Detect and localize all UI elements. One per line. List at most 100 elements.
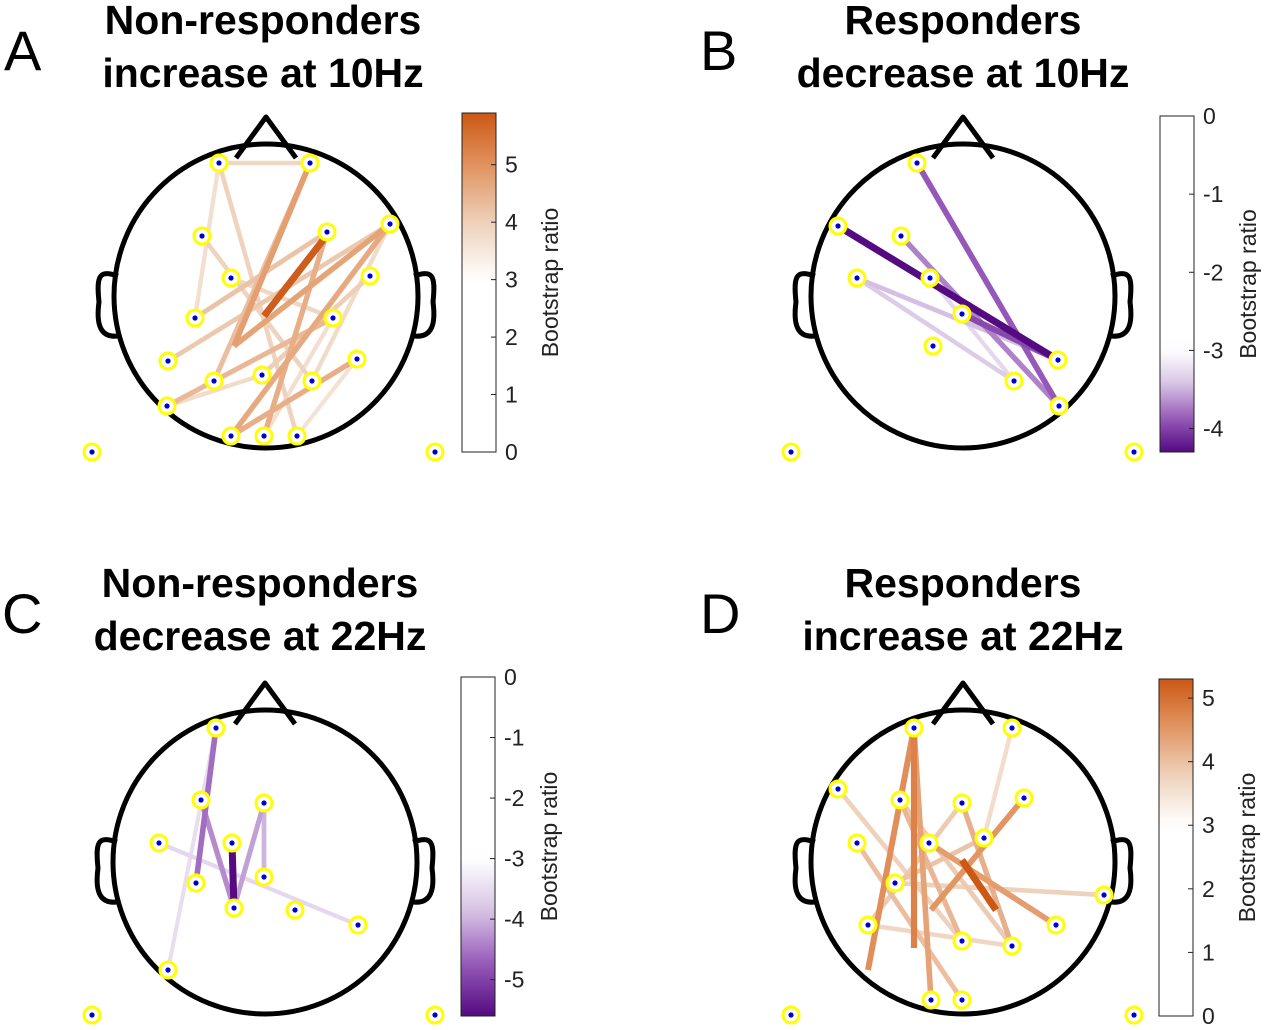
electrode-dot: [261, 874, 267, 880]
connection-line: [914, 161, 1062, 408]
colorbar-tick-label: -4: [504, 906, 525, 932]
electrode-dot: [89, 449, 95, 455]
electrode-dot: [1009, 725, 1015, 731]
electrode-dot: [367, 273, 373, 279]
colorbar-tick-label: 4: [1202, 749, 1215, 775]
electrode-dot: [354, 356, 360, 362]
colorbar-tick-label: 3: [505, 267, 518, 293]
connection-line: [166, 372, 263, 409]
head-outline: [808, 707, 1118, 1017]
electrode-dot: [1009, 943, 1015, 949]
electrode-dot: [165, 358, 171, 364]
electrode-dot: [192, 315, 198, 321]
electrode-dot: [911, 725, 917, 731]
connection-line: [216, 162, 300, 437]
electrode-dot: [835, 223, 841, 229]
panel-letter: A: [4, 19, 42, 82]
electrode-dot: [1131, 449, 1137, 455]
nose: [233, 114, 299, 160]
colorbar-tick-label: 5: [1202, 685, 1215, 711]
colorbar-tick-label: 0: [1202, 1003, 1215, 1029]
electrode-dot: [1011, 378, 1017, 384]
panel-letter: C: [2, 582, 43, 645]
electrode-dot: [259, 372, 265, 378]
electrode-dot: [981, 835, 987, 841]
electrode-dot: [309, 378, 315, 384]
nose: [930, 680, 996, 726]
electrode-dot: [854, 275, 860, 281]
head-outline: [111, 141, 421, 451]
electrode-dot: [330, 315, 336, 321]
colorbar-tick-label: 1: [505, 382, 518, 408]
colorbar-tick-label: -1: [1203, 181, 1223, 207]
nose: [930, 114, 996, 160]
panel-title: Non-responders decrease at 22Hz: [60, 557, 460, 663]
panel-b: 0 -1 -2 -3 -4 Bootstrap ratio B Responders de…: [640, 0, 1280, 515]
electrode-dot: [1021, 795, 1027, 801]
colorbar-tick-label: 0: [504, 664, 517, 690]
electrode-dot: [432, 1012, 438, 1018]
electrode-dot: [927, 275, 933, 281]
connection-line: [981, 727, 1015, 839]
panel-title: Responders increase at 22Hz: [763, 557, 1163, 663]
left-ear: [792, 837, 816, 905]
colorbar-tick-label: -5: [504, 967, 524, 993]
connection-line: [959, 858, 999, 912]
electrode-dot: [387, 221, 393, 227]
colorbar-label: Bootstrap ratio: [1234, 773, 1260, 923]
connection-line: [295, 357, 359, 438]
connection-line: [897, 798, 965, 943]
colorbar-tick-label: 5: [505, 152, 518, 178]
right-ear: [413, 271, 437, 339]
panel-title: Non-responders increase at 10Hz: [63, 0, 463, 100]
electrode-dot: [1101, 892, 1107, 898]
electrode-dot: [1056, 403, 1062, 409]
connection-line: [893, 835, 986, 886]
right-ear: [1110, 837, 1134, 905]
panel-a-plot: 0 1 2 3 4 5 Bootstrap ratio: [82, 112, 563, 465]
electrode-dot: [835, 786, 841, 792]
electrode-dot: [229, 840, 235, 846]
electrode-dot: [1053, 922, 1059, 928]
colorbar-tick-label: -2: [504, 785, 524, 811]
connection-line: [232, 221, 392, 349]
electrode-dot: [914, 160, 920, 166]
title-line-2: decrease at 10Hz: [796, 50, 1130, 96]
electrode-dot: [156, 840, 162, 846]
electrode-dot: [198, 797, 204, 803]
left-ear: [792, 271, 816, 339]
colorbar-tick-label: -3: [504, 846, 524, 872]
colorbar: [1159, 115, 1195, 453]
electrode-dot: [228, 433, 234, 439]
electrode-dot: [854, 840, 860, 846]
colorbar-tick-label: 3: [1202, 812, 1215, 838]
title-line-2: increase at 10Hz: [102, 50, 424, 96]
connection-line: [231, 802, 267, 909]
connection-line: [865, 727, 917, 971]
title-line-1: Non-responders: [104, 0, 422, 43]
colorbar-label: Bootstrap ratio: [1235, 209, 1261, 359]
electrode-dot: [959, 938, 965, 944]
electrode-dot: [959, 800, 965, 806]
connection-line: [927, 840, 1058, 928]
panel-a: 0 1 2 3 4 5 Bootstrap ratio A Non-responders i…: [0, 0, 640, 515]
electrode-dot: [959, 311, 965, 317]
electrode-dot: [294, 433, 300, 439]
title-line-2: increase at 22Hz: [802, 613, 1124, 659]
colorbar-tick-label: -1: [504, 725, 524, 751]
nose: [232, 680, 298, 726]
panel-c: 0 -1 -2 -3 -4 -5 Bootstrap ratio C Non-respond…: [0, 515, 640, 1030]
electrode-dot: [165, 967, 171, 973]
title-line-2: decrease at 22Hz: [93, 613, 427, 659]
electrode-dot: [959, 997, 965, 1003]
connection-line: [867, 922, 1013, 949]
left-ear: [95, 271, 119, 339]
electrode-dot: [898, 233, 904, 239]
colorbar-tick-label: 1: [1202, 939, 1215, 965]
connection-line: [231, 161, 313, 348]
panel-d: 0 1 2 3 4 5 Bootstrap ratio D Responders incre…: [640, 515, 1280, 1030]
electrode-dot: [228, 275, 234, 281]
electrode-dot: [261, 433, 267, 439]
electrode-dot: [1131, 1012, 1137, 1018]
connection-line: [261, 232, 330, 319]
